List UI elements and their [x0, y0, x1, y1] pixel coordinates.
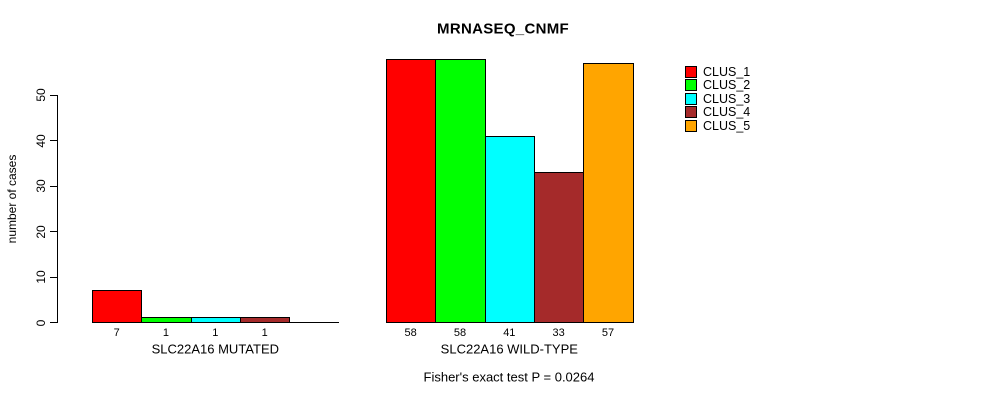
bar-CLUS_4: [239, 317, 291, 323]
y-tick: [50, 322, 57, 323]
bar-CLUS_4: [533, 172, 585, 323]
bar-value-label: 1: [261, 327, 268, 339]
y-tick: [50, 276, 57, 278]
chart-title: MRNASEQ_CNMF: [437, 20, 569, 38]
bar-value-label: 58: [404, 327, 417, 339]
legend-label: CLUS_4: [703, 105, 751, 120]
bar-value-label: 1: [162, 327, 170, 339]
y-axis-line: [57, 94, 58, 323]
legend-swatch-CLUS_5: [685, 119, 697, 132]
bar-value-label: 41: [503, 327, 516, 339]
legend-swatch-CLUS_3: [685, 92, 697, 105]
fisher-test-caption: Fisher's exact test P = 0.0264: [423, 369, 595, 385]
bar-value-label: 57: [601, 327, 615, 339]
legend-swatch-CLUS_4: [685, 106, 697, 119]
legend-swatch-CLUS_1: [685, 66, 697, 78]
group-label: SLC22A16 WILD-TYPE: [440, 341, 578, 357]
bar-CLUS_5: [583, 63, 634, 323]
bar-CLUS_1: [92, 290, 143, 323]
y-tick: [50, 140, 57, 142]
legend-swatch-CLUS_2: [685, 79, 697, 92]
bar-value-label: 7: [113, 327, 120, 339]
legend-label: CLUS_5: [703, 118, 751, 133]
legend-label: CLUS_2: [703, 78, 751, 93]
bar-value-label: 1: [212, 327, 219, 339]
y-tick: [50, 185, 57, 187]
bar-CLUS_1: [386, 58, 437, 323]
legend-label: CLUS_1: [703, 65, 751, 79]
bar-value-label: 58: [453, 327, 467, 339]
group-label: SLC22A16 MUTATED: [151, 341, 280, 357]
bar-value-label: 33: [552, 327, 565, 339]
y-tick: [50, 94, 57, 96]
legend-label: CLUS_3: [703, 91, 751, 106]
y-tick: [50, 231, 57, 233]
